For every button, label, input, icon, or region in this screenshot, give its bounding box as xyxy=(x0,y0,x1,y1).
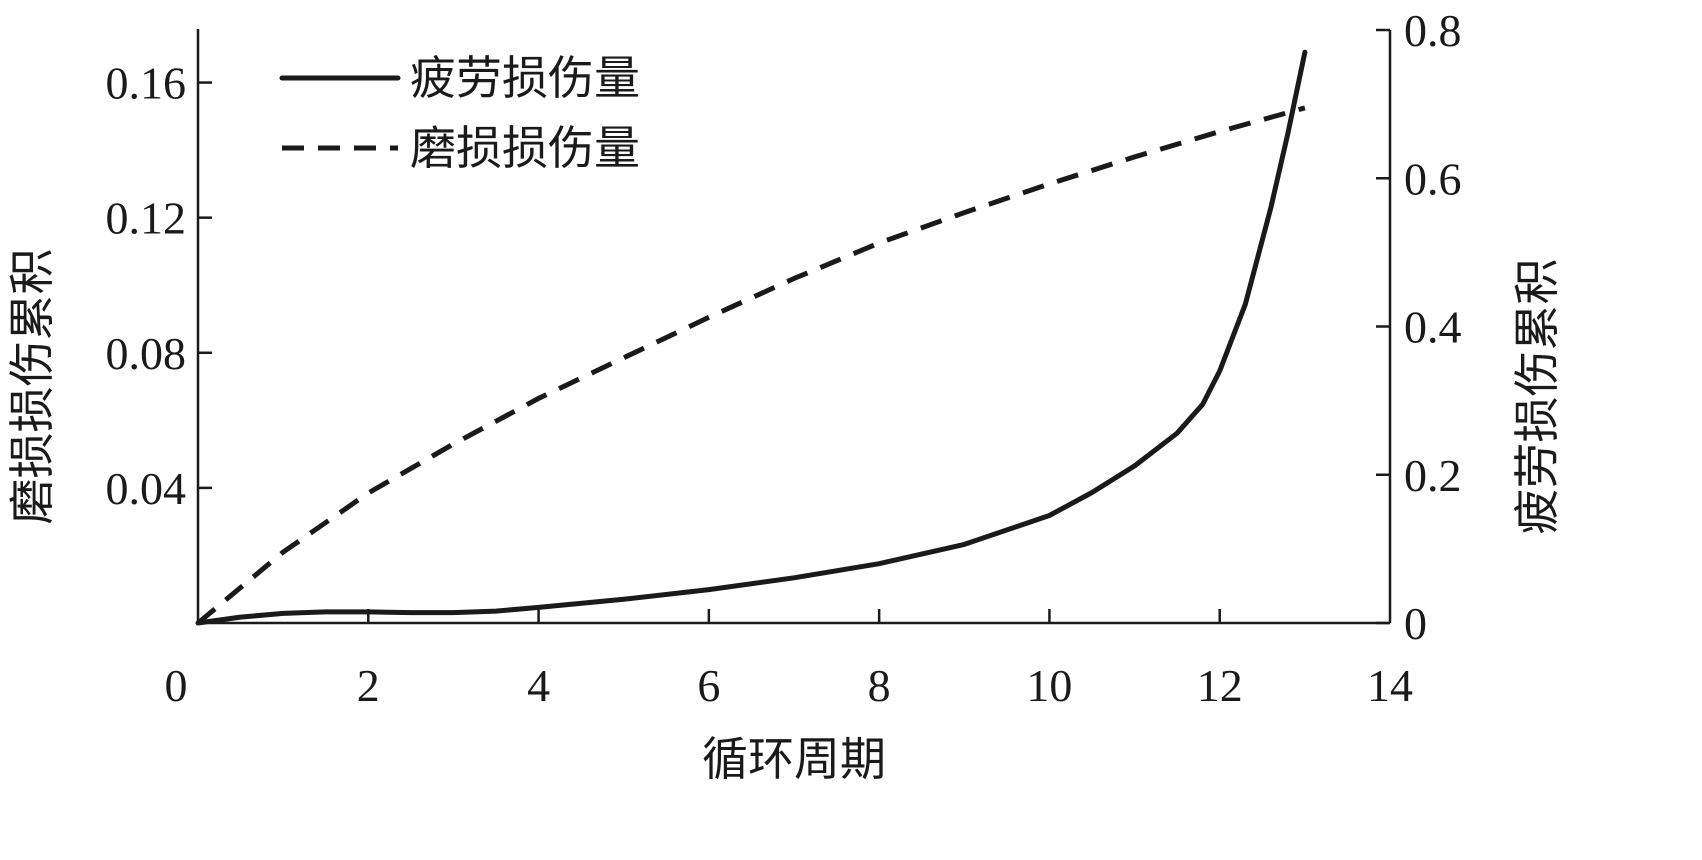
series-fatigue-damage-line xyxy=(195,49,1308,626)
axes xyxy=(196,29,1392,625)
x-tick-label: 4 xyxy=(527,660,550,711)
y-left-tick-label: 0.08 xyxy=(106,328,187,379)
x-tick-label: 14 xyxy=(1367,660,1413,711)
y-axis-left-title: 磨损损伤累积 xyxy=(5,249,59,525)
y-right-tick-label: 0 xyxy=(1404,598,1427,649)
x-axis-title: 循环周期 xyxy=(702,732,886,786)
series-group xyxy=(195,49,1308,626)
y-right-tick-label: 0.8 xyxy=(1404,5,1462,56)
y-left-tick-label: 0.16 xyxy=(106,58,187,109)
y-left-tick-label: 0.12 xyxy=(106,193,187,244)
x-tick-label: 0 xyxy=(165,660,188,711)
x-tick-label: 2 xyxy=(357,660,380,711)
y-right-tick-label: 0.2 xyxy=(1404,450,1462,501)
y-left-tick-label: 0.04 xyxy=(106,463,187,514)
ticks: 0 2 4 6 8 10 12 14 0.04 0.08 0.12 0.16 0 0.2 0.4 0.6 0.8 xyxy=(106,5,1462,711)
y-right-tick-label: 0.6 xyxy=(1404,153,1462,204)
x-tick-label: 6 xyxy=(697,660,720,711)
legend-label: 疲劳损伤量 xyxy=(410,51,640,105)
series-wear-damage-line xyxy=(196,105,1306,625)
x-tick-label: 10 xyxy=(1026,660,1072,711)
x-tick-label: 12 xyxy=(1197,660,1243,711)
y-axis-right-title: 疲劳损伤累积 xyxy=(1510,259,1564,535)
y-right-tick-label: 0.4 xyxy=(1404,302,1462,353)
legend-label: 磨损损伤量 xyxy=(410,121,640,175)
x-tick-label: 8 xyxy=(868,660,891,711)
